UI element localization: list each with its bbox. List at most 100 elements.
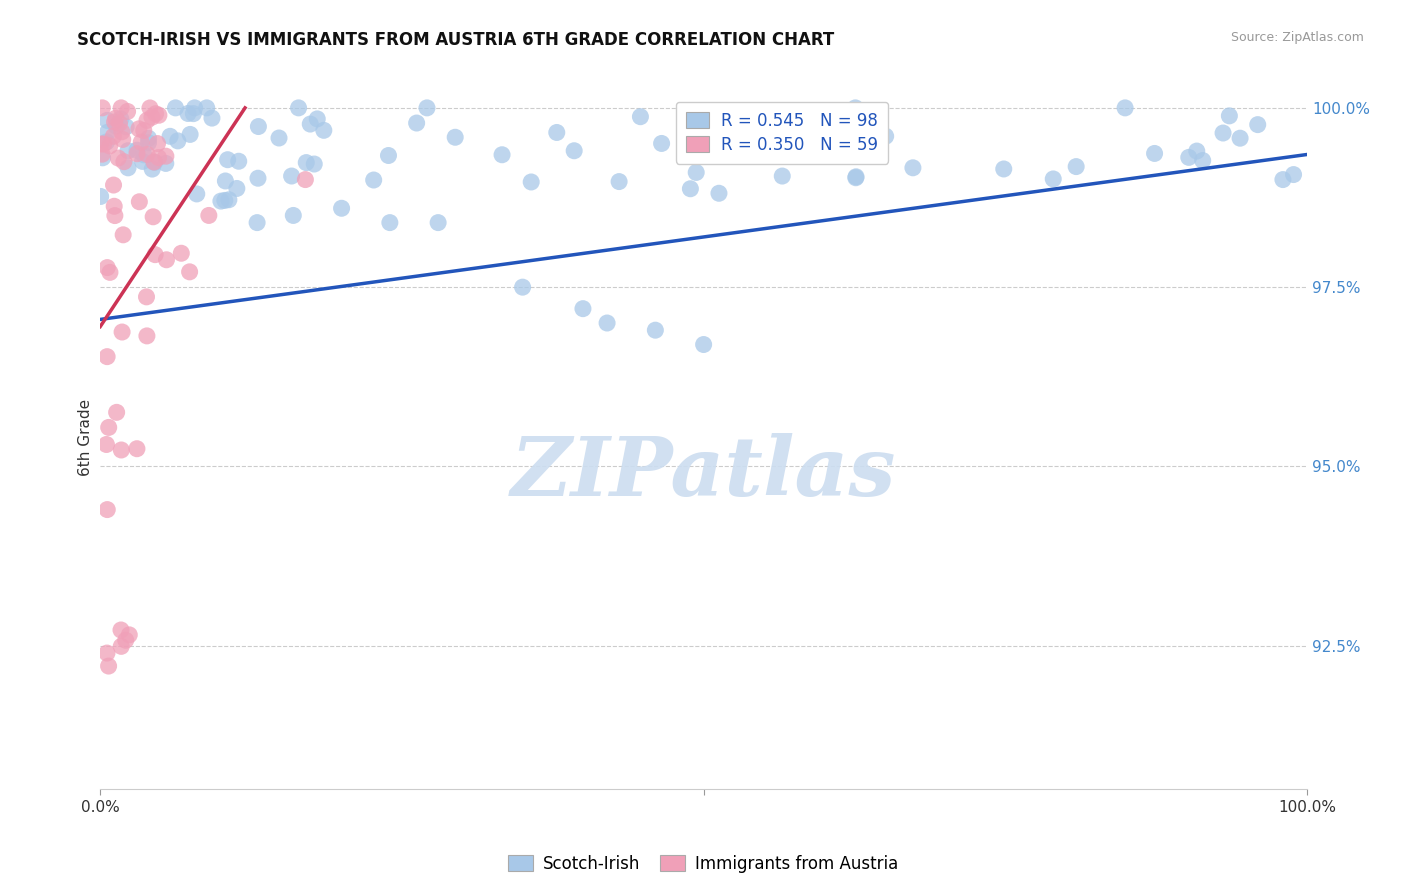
Point bbox=[195, 101, 218, 115]
Point bbox=[679, 182, 702, 196]
Point bbox=[143, 247, 166, 261]
Point bbox=[91, 147, 114, 161]
Point bbox=[247, 120, 270, 134]
Point bbox=[217, 153, 239, 167]
Point bbox=[1212, 126, 1234, 140]
Point bbox=[901, 161, 924, 175]
Point bbox=[141, 162, 163, 177]
Point bbox=[145, 107, 167, 121]
Y-axis label: 6th Grade: 6th Grade bbox=[79, 400, 93, 476]
Point bbox=[228, 154, 250, 169]
Point bbox=[295, 155, 318, 169]
Point bbox=[860, 139, 883, 153]
Point bbox=[198, 209, 221, 223]
Point bbox=[103, 199, 125, 213]
Point bbox=[117, 104, 139, 119]
Point bbox=[179, 128, 201, 142]
Point bbox=[129, 135, 152, 149]
Point bbox=[1218, 109, 1240, 123]
Point bbox=[125, 143, 148, 157]
Point bbox=[1114, 101, 1136, 115]
Point bbox=[307, 112, 329, 126]
Point bbox=[1191, 153, 1213, 168]
Point bbox=[111, 132, 134, 146]
Point bbox=[685, 165, 707, 179]
Point bbox=[225, 181, 247, 195]
Point bbox=[108, 116, 131, 130]
Point bbox=[135, 290, 157, 304]
Point bbox=[1247, 118, 1270, 132]
Point bbox=[155, 149, 177, 163]
Point bbox=[1229, 131, 1251, 145]
Point bbox=[110, 101, 132, 115]
Point bbox=[138, 131, 160, 145]
Point bbox=[97, 125, 120, 139]
Point bbox=[93, 136, 115, 151]
Text: ZIPatlas: ZIPatlas bbox=[510, 433, 897, 513]
Point bbox=[128, 121, 150, 136]
Point bbox=[280, 169, 302, 183]
Legend: R = 0.545   N = 98, R = 0.350   N = 59: R = 0.545 N = 98, R = 0.350 N = 59 bbox=[676, 102, 889, 163]
Point bbox=[875, 129, 897, 144]
Point bbox=[993, 161, 1015, 176]
Point bbox=[330, 201, 353, 215]
Point bbox=[363, 173, 385, 187]
Point bbox=[105, 119, 128, 133]
Point bbox=[644, 323, 666, 337]
Point bbox=[177, 106, 200, 120]
Point bbox=[405, 116, 427, 130]
Point bbox=[96, 437, 118, 451]
Point bbox=[136, 147, 159, 161]
Point bbox=[491, 147, 513, 161]
Point bbox=[96, 350, 118, 364]
Point bbox=[103, 129, 125, 144]
Point bbox=[681, 119, 703, 133]
Point bbox=[104, 111, 127, 125]
Point bbox=[1143, 146, 1166, 161]
Point bbox=[148, 151, 170, 165]
Point bbox=[1064, 160, 1087, 174]
Point bbox=[283, 209, 305, 223]
Point bbox=[112, 154, 135, 169]
Point bbox=[118, 628, 141, 642]
Text: SCOTCH-IRISH VS IMMIGRANTS FROM AUSTRIA 6TH GRADE CORRELATION CHART: SCOTCH-IRISH VS IMMIGRANTS FROM AUSTRIA … bbox=[77, 31, 835, 49]
Point bbox=[267, 131, 290, 145]
Point bbox=[731, 111, 754, 125]
Point bbox=[512, 280, 534, 294]
Point bbox=[96, 113, 118, 128]
Point bbox=[112, 227, 135, 242]
Point bbox=[596, 316, 619, 330]
Point bbox=[131, 154, 153, 169]
Text: Source: ZipAtlas.com: Source: ZipAtlas.com bbox=[1230, 31, 1364, 45]
Point bbox=[246, 171, 269, 186]
Point bbox=[115, 120, 138, 134]
Point bbox=[214, 194, 236, 208]
Point bbox=[377, 148, 399, 162]
Point bbox=[96, 502, 118, 516]
Point bbox=[107, 151, 129, 165]
Point bbox=[159, 129, 181, 144]
Point bbox=[844, 101, 866, 115]
Point bbox=[98, 265, 121, 279]
Point bbox=[607, 175, 630, 189]
Point bbox=[110, 112, 132, 126]
Point bbox=[111, 325, 134, 339]
Point bbox=[141, 110, 163, 124]
Point bbox=[845, 169, 868, 184]
Point bbox=[91, 101, 114, 115]
Point bbox=[1185, 144, 1208, 158]
Point bbox=[218, 193, 240, 207]
Point bbox=[287, 101, 309, 115]
Point bbox=[520, 175, 543, 189]
Point bbox=[125, 442, 148, 456]
Point bbox=[96, 260, 118, 275]
Point bbox=[692, 337, 714, 351]
Point bbox=[628, 110, 651, 124]
Point bbox=[110, 640, 132, 654]
Point bbox=[105, 405, 128, 419]
Point bbox=[1271, 172, 1294, 186]
Point bbox=[209, 194, 232, 208]
Point bbox=[165, 101, 187, 115]
Point bbox=[155, 252, 177, 267]
Point bbox=[246, 216, 269, 230]
